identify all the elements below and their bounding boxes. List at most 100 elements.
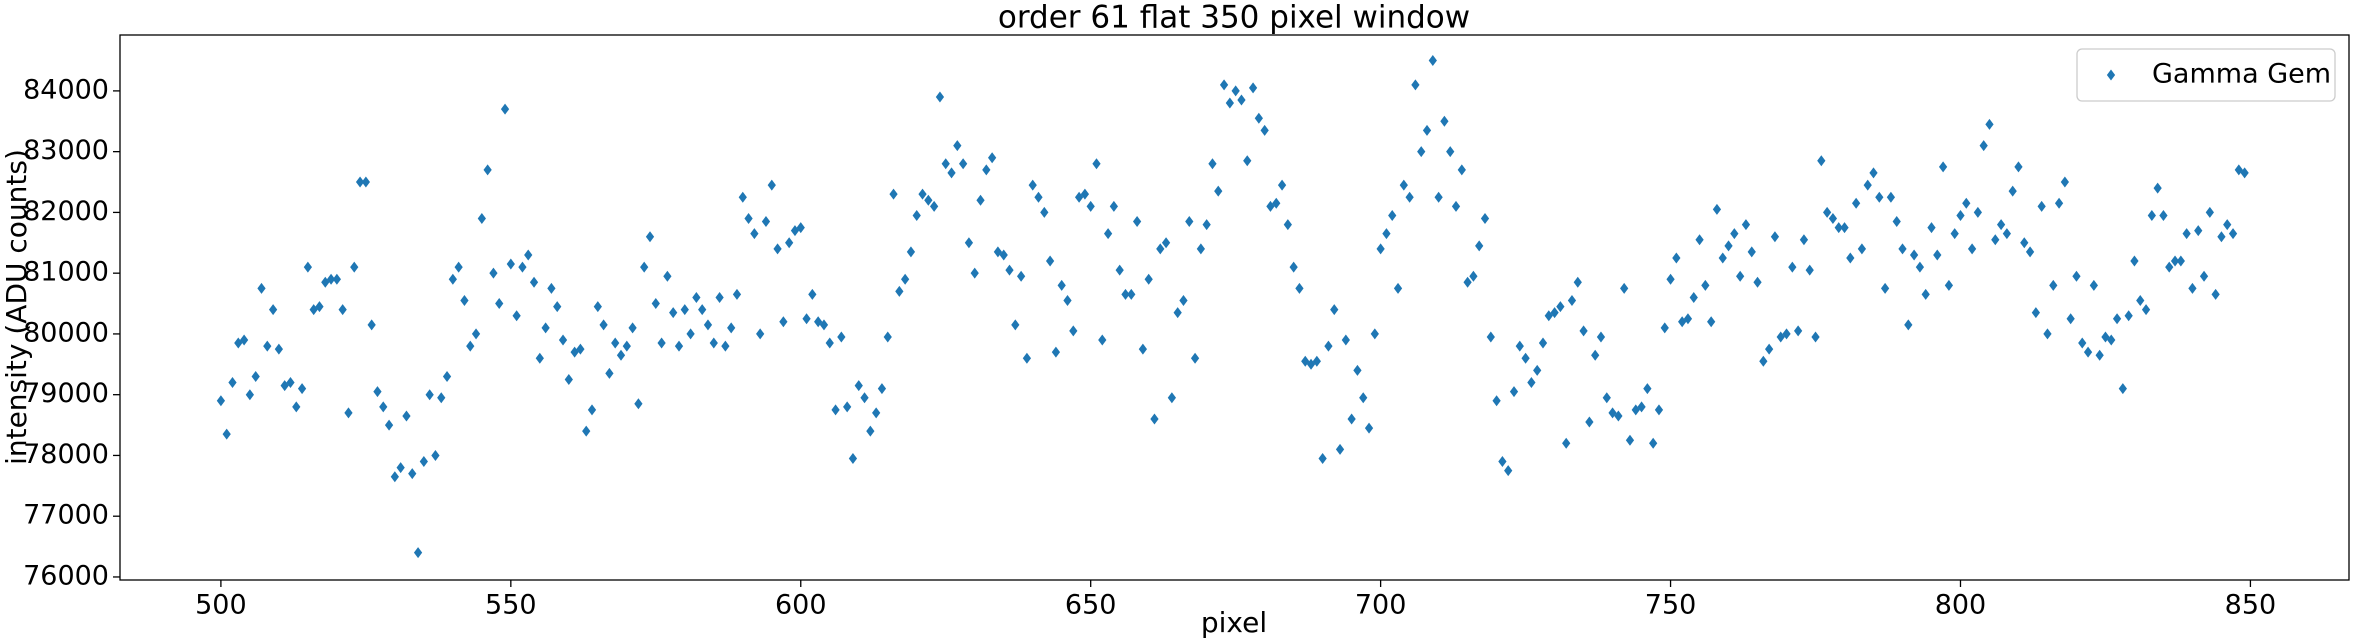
point [761,216,771,228]
point [715,291,724,303]
point [889,188,898,200]
point [1834,222,1843,234]
point [1573,276,1582,288]
point [1962,197,1971,209]
point [1695,234,1704,246]
point [1927,222,1936,234]
point [1225,97,1234,109]
point [1063,295,1072,307]
point [2182,228,2191,240]
point [1724,240,1733,252]
point [1399,179,1408,191]
point [721,340,730,352]
point [1637,401,1646,413]
point [1446,146,1455,158]
point [1051,346,1061,358]
point [1875,191,1884,203]
point [1492,395,1501,407]
x-tick-label: 650 [1065,590,1117,621]
y-tick-label: 83000 [23,135,109,166]
point [466,340,475,352]
point [326,273,336,285]
point [437,392,446,404]
point [379,401,388,413]
point [651,298,660,310]
point [2165,261,2174,273]
point [1295,282,1304,294]
y-axis-label: intensity (ADU counts) [0,149,33,465]
point [709,337,718,349]
point [2223,219,2232,231]
point [408,468,417,480]
plot-frame [119,34,2350,581]
point [1782,328,1791,340]
point [1260,124,1269,136]
point [669,307,678,319]
point [413,547,423,559]
point [1985,118,1994,130]
point [2188,282,2197,294]
point [1144,273,1153,285]
point [2199,270,2209,282]
point [512,310,521,322]
point [1753,276,1762,288]
point [999,249,1008,261]
point [1289,261,1298,273]
y-tick-label: 82000 [23,196,109,227]
point [1741,219,1751,231]
point [964,237,974,249]
point [1794,325,1803,337]
point [239,334,249,346]
point [2147,209,2156,221]
point [1515,340,1524,352]
point [1359,392,1368,404]
point [1991,234,2000,246]
point [1098,334,1107,346]
point [541,322,550,334]
point [489,267,498,279]
point [2124,310,2133,322]
x-tick-label: 550 [485,590,537,621]
point [1707,316,1716,328]
point [477,212,486,224]
point [1765,343,1774,355]
point [2002,228,2012,240]
point [1434,191,1443,203]
point [2141,304,2151,316]
point [1730,228,1739,240]
point [1069,325,1078,337]
point [1248,82,1258,94]
point [361,176,370,188]
point [1904,319,1913,331]
point [1880,282,1890,294]
point [303,261,313,273]
point [431,449,440,461]
point [1759,355,1768,367]
point [1405,191,1414,203]
point [1851,197,1861,209]
point [1591,349,1600,361]
point [2228,228,2238,240]
point [1944,279,1954,291]
point [941,158,950,170]
point [1040,206,1049,218]
point [1312,355,1321,367]
point [634,398,643,410]
point [1979,140,1988,152]
point [495,298,504,310]
legend-box [2076,48,2336,102]
point [976,194,985,206]
point [2159,209,2168,221]
point [802,313,811,325]
point [1973,206,1983,218]
point [906,246,916,258]
point [274,343,284,355]
point [1237,94,1246,106]
point [698,304,707,316]
x-tick-label: 850 [2225,590,2277,621]
point [460,295,469,307]
point [558,334,568,346]
point [442,370,452,382]
point [1335,443,1345,455]
point [1127,288,1136,300]
